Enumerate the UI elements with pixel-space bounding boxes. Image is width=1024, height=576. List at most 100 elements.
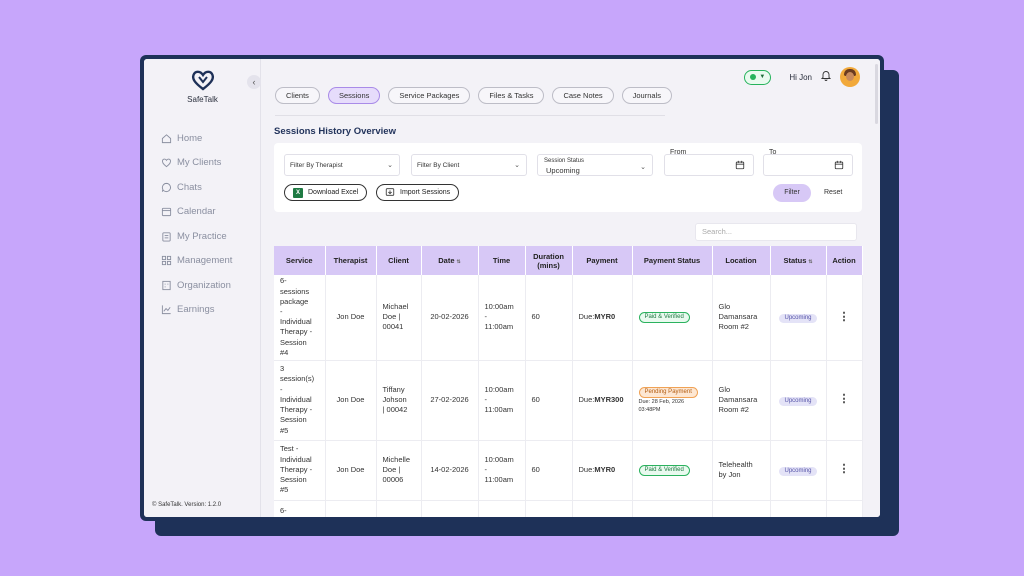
sidebar-item-organization[interactable]: Organization bbox=[161, 273, 232, 298]
cell-location: Glo Damansara Room #2 bbox=[712, 275, 771, 361]
online-dot-icon bbox=[750, 74, 757, 80]
header-payment-status[interactable]: Payment Status bbox=[632, 246, 713, 275]
sidebar-item-label: My Clients bbox=[177, 157, 222, 169]
tab-case-notes[interactable]: Case Notes bbox=[552, 87, 614, 104]
client-line: Doe | bbox=[382, 312, 401, 322]
table-row[interactable]: 6- sessions package - Individual Therapy… bbox=[274, 275, 863, 361]
from-date-input[interactable] bbox=[664, 154, 754, 176]
table-row[interactable]: Test - Individual Therapy - Session #5 J… bbox=[274, 440, 863, 501]
payment-status-badge: Paid & Verified bbox=[638, 465, 690, 476]
cell-action: ⋮ bbox=[826, 275, 863, 361]
client-filter-select[interactable]: Filter By Client ⌄ bbox=[411, 154, 527, 176]
cell-client bbox=[376, 500, 422, 517]
chevron-down-icon: ▼ bbox=[759, 74, 766, 80]
cell-therapist bbox=[325, 500, 377, 517]
sidebar-item-label: Home bbox=[177, 132, 203, 144]
heart-icon bbox=[161, 157, 172, 168]
sidebar-item-chats[interactable]: Chats bbox=[161, 175, 232, 200]
header-time[interactable]: Time bbox=[478, 246, 526, 275]
location-line: by Jon bbox=[718, 470, 741, 479]
cell-date: 20-02-2026 bbox=[421, 275, 479, 361]
from-label: From bbox=[670, 149, 687, 156]
cell-date: 14-02-2026 bbox=[421, 440, 479, 501]
header-status[interactable]: Status ⇅ bbox=[770, 246, 827, 275]
cell-payment: Due:MYR300 bbox=[572, 360, 633, 441]
service-line: #5 bbox=[280, 425, 289, 435]
client-line: Michael bbox=[382, 301, 409, 311]
calendar-icon[interactable] bbox=[735, 160, 745, 172]
tab-files-tasks[interactable]: Files & Tasks bbox=[478, 87, 545, 104]
time-line: - bbox=[484, 464, 488, 474]
tab-service-packages[interactable]: Service Packages bbox=[388, 87, 471, 104]
service-line: Therapy - bbox=[280, 405, 313, 415]
tab-clients[interactable]: Clients bbox=[275, 87, 320, 104]
client-line: Tiffany bbox=[382, 384, 405, 394]
header-date[interactable]: Date ⇅ bbox=[421, 246, 479, 275]
availability-toggle[interactable]: ▼ bbox=[744, 69, 772, 85]
payment-prefix: Due: bbox=[578, 312, 595, 322]
header-therapist[interactable]: Therapist bbox=[325, 246, 377, 275]
safetalk-logo-icon[interactable] bbox=[191, 69, 215, 91]
more-options-icon[interactable]: ⋮ bbox=[838, 393, 850, 406]
service-line: Therapy - bbox=[280, 327, 313, 337]
import-icon bbox=[385, 187, 395, 199]
time-line: - bbox=[484, 394, 488, 404]
cell-status bbox=[770, 500, 827, 517]
header-label: Payment Status bbox=[643, 256, 701, 265]
home-icon bbox=[161, 133, 172, 144]
chat-icon bbox=[161, 182, 172, 193]
to-date-input[interactable] bbox=[763, 154, 853, 176]
bell-icon[interactable] bbox=[820, 68, 832, 86]
payment-status-badge: Paid & Verified bbox=[638, 312, 690, 324]
reset-button[interactable]: Reset bbox=[824, 189, 843, 196]
service-line: Individual bbox=[280, 394, 312, 404]
cell-time: 10:00am - 11:00am bbox=[478, 360, 526, 441]
header-label: Client bbox=[388, 256, 409, 265]
collapse-sidebar-button[interactable]: ‹ bbox=[247, 75, 261, 89]
sidebar-item-label: Organization bbox=[177, 279, 231, 291]
sidebar-item-calendar[interactable]: Calendar bbox=[161, 200, 232, 225]
cell-time: 10:00am - 11:00am bbox=[478, 275, 526, 361]
calendar-icon[interactable] bbox=[834, 160, 844, 172]
table-row[interactable]: 6- bbox=[274, 500, 863, 517]
sidebar-nav: Home My Clients Chats Calendar My Practi… bbox=[161, 126, 232, 322]
sidebar-item-earnings[interactable]: Earnings bbox=[161, 298, 232, 323]
cell-payment-status: Paid & Verified bbox=[632, 275, 713, 361]
more-options-icon[interactable]: ⋮ bbox=[838, 310, 850, 323]
tab-sessions[interactable]: Sessions bbox=[327, 87, 381, 104]
service-line: 6- bbox=[280, 505, 287, 515]
cell-therapist: Jon Doe bbox=[325, 440, 377, 501]
import-sessions-button[interactable]: Import Sessions bbox=[376, 184, 460, 201]
time-line: 10:00am bbox=[484, 384, 514, 394]
therapist-filter-select[interactable]: Filter By Therapist ⌄ bbox=[284, 154, 400, 176]
sidebar-item-my-clients[interactable]: My Clients bbox=[161, 151, 232, 176]
filter-panel: Filter By Therapist ⌄ Filter By Client ⌄… bbox=[274, 143, 862, 212]
filter-button[interactable]: Filter bbox=[773, 184, 811, 202]
search-input[interactable]: Search... bbox=[695, 223, 857, 241]
header-location[interactable]: Location bbox=[712, 246, 771, 275]
more-options-icon[interactable]: ⋮ bbox=[838, 463, 850, 476]
cell-client: Michelle Doe | 00006 bbox=[376, 440, 422, 501]
service-line: Session bbox=[280, 337, 307, 347]
avatar[interactable] bbox=[840, 67, 860, 87]
sidebar-item-my-practice[interactable]: My Practice bbox=[161, 224, 232, 249]
header-service[interactable]: Service bbox=[274, 246, 326, 275]
service-line: Individual bbox=[280, 454, 312, 464]
sidebar-item-label: Management bbox=[177, 255, 233, 267]
download-excel-button[interactable]: X Download Excel bbox=[284, 184, 368, 201]
download-excel-label: Download Excel bbox=[308, 189, 359, 196]
sidebar-item-management[interactable]: Management bbox=[161, 249, 232, 274]
header-client[interactable]: Client bbox=[376, 246, 422, 275]
tab-journals[interactable]: Journals bbox=[621, 87, 672, 104]
therapist-filter-placeholder: Filter By Therapist bbox=[290, 161, 343, 169]
header-label: Status bbox=[783, 256, 807, 265]
sort-icon: ⇅ bbox=[456, 259, 461, 265]
header-duration[interactable]: Duration (mins) bbox=[525, 246, 573, 275]
session-status-select[interactable]: Session Status Upcoming ⌄ bbox=[537, 154, 653, 176]
import-sessions-label: Import Sessions bbox=[400, 189, 451, 196]
header-label: Payment bbox=[586, 256, 618, 265]
scrollbar[interactable] bbox=[875, 64, 878, 124]
table-row[interactable]: 3 session(s) - Individual Therapy - Sess… bbox=[274, 360, 863, 441]
sidebar-item-home[interactable]: Home bbox=[161, 126, 232, 151]
header-payment[interactable]: Payment bbox=[572, 246, 633, 275]
